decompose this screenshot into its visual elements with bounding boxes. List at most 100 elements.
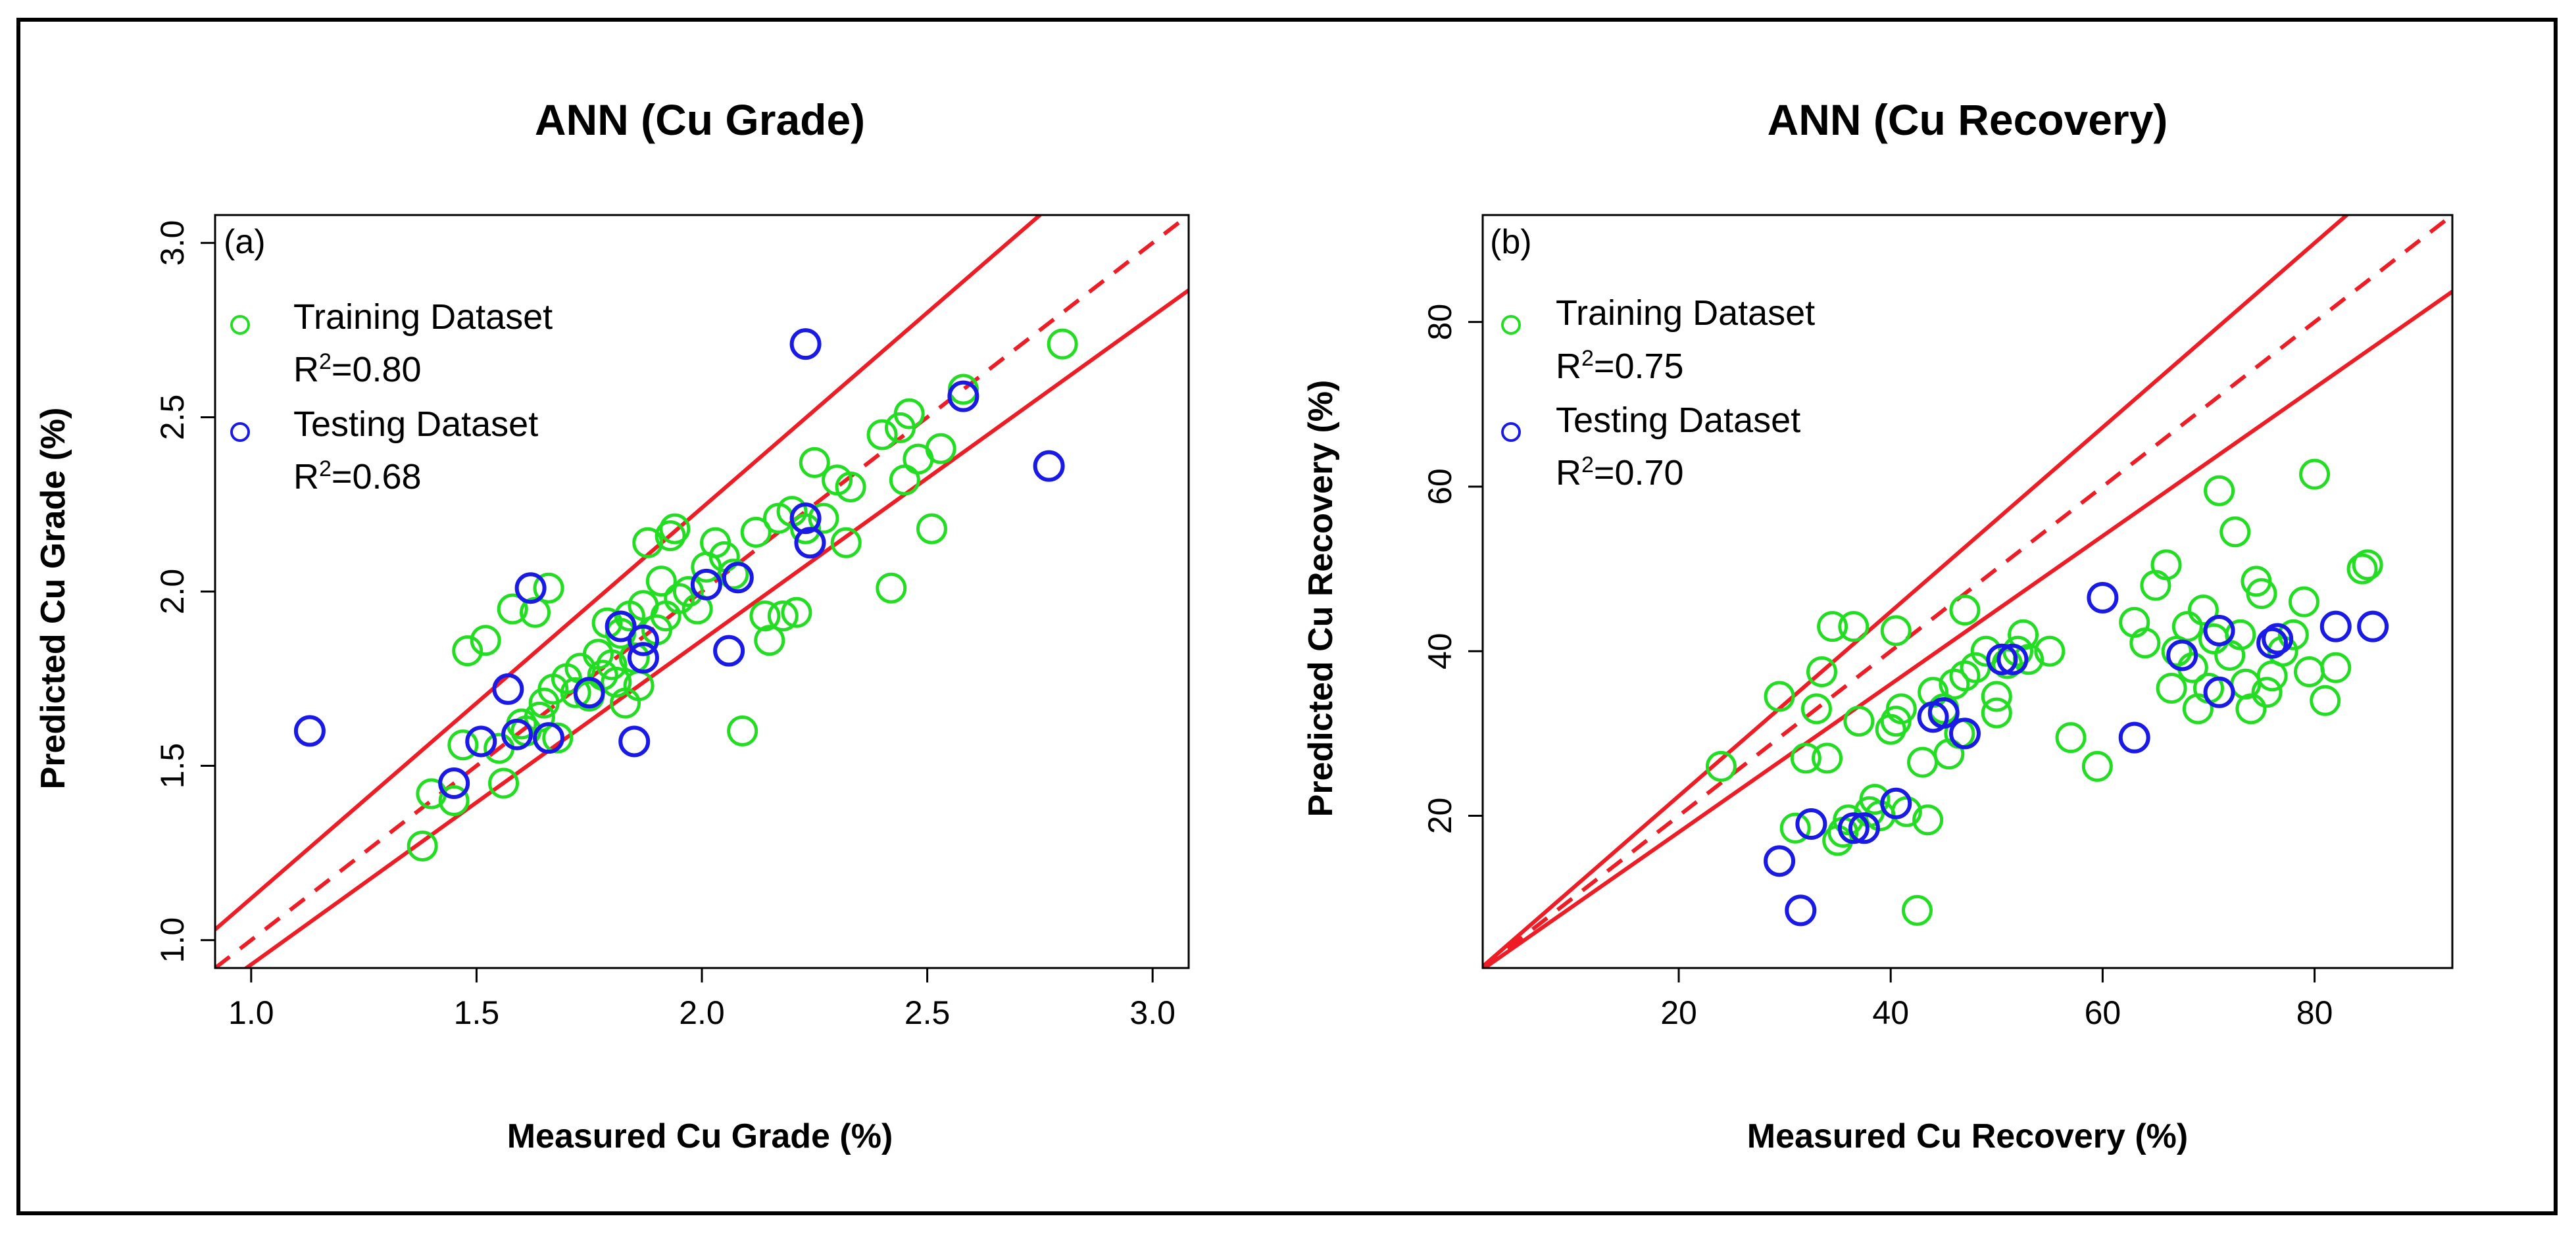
training-point: [1764, 681, 1795, 712]
training-point: [2055, 722, 2087, 754]
training-point: [519, 596, 551, 628]
training-point: [2129, 627, 2161, 659]
testing-point: [2203, 614, 2235, 646]
training-point: [560, 677, 591, 708]
training-point: [2246, 578, 2277, 610]
training-point: [497, 593, 528, 625]
testing-point: [573, 677, 605, 709]
training-point: [830, 527, 862, 558]
reference-line-lower: [1483, 289, 2452, 968]
testing-point: [293, 715, 326, 747]
figure-border: [16, 18, 2558, 1215]
training-point: [2034, 635, 2066, 667]
testing-point: [789, 502, 822, 535]
training-point: [1859, 783, 1891, 815]
legend-marker-training: [230, 315, 250, 335]
x-tick-label: 2.0: [679, 994, 725, 1031]
y-tick-label: 60: [1422, 468, 1458, 505]
training-point: [488, 767, 520, 799]
training-point: [1949, 594, 1981, 626]
training-point: [645, 566, 677, 597]
testing-point: [1795, 808, 1827, 840]
x-tick-label: 80: [2296, 994, 2333, 1031]
training-point: [1817, 611, 1848, 642]
testing-point: [501, 718, 533, 750]
training-point: [749, 600, 781, 632]
panel-a-y-axis-label: Predicted Cu Grade (%): [34, 408, 72, 790]
training-point: [1949, 660, 1981, 692]
training-point: [740, 516, 772, 548]
testing-point: [2166, 639, 2198, 671]
testing-point: [1986, 643, 2018, 675]
legend-label-testing: Testing Dataset: [293, 404, 538, 444]
testing-point: [627, 642, 659, 674]
training-point: [2150, 549, 2182, 581]
y-tick-label: 1.5: [154, 743, 191, 789]
testing-point: [605, 610, 637, 642]
testing-point: [1927, 697, 1960, 729]
testing-point: [2256, 627, 2289, 659]
testing-point: [722, 562, 754, 594]
legend-marker-testing: [230, 422, 250, 442]
training-point: [866, 419, 898, 450]
testing-point: [2203, 676, 2235, 708]
training-point: [1885, 693, 1917, 725]
panel-a-tag: (a): [224, 223, 266, 261]
legend-r2-testing: R2=0.68: [293, 456, 422, 496]
panel-a-plot-frame: [214, 214, 1190, 969]
training-point: [596, 649, 628, 681]
legend-label-testing: Testing Dataset: [1556, 400, 1800, 440]
reference-line-one-to-one: [1483, 215, 2452, 968]
testing-point: [2087, 581, 2119, 614]
panel-b-legend: Training Dataset R2=0.75 Testing Dataset…: [1501, 293, 1815, 493]
reference-line-upper: [215, 215, 1043, 931]
training-point: [1912, 804, 1944, 836]
testing-point: [2262, 623, 2294, 655]
training-point: [542, 722, 574, 754]
x-tick-label: 20: [1660, 994, 1697, 1031]
training-point: [1981, 697, 2012, 729]
training-point: [1981, 681, 2012, 712]
y-tick-label: 40: [1422, 633, 1458, 669]
testing-point: [627, 624, 659, 656]
x-tick-label: 3.0: [1129, 994, 1176, 1031]
testing-point: [438, 767, 470, 800]
training-point: [916, 513, 947, 545]
training-point: [799, 447, 830, 478]
training-point: [672, 576, 704, 607]
training-point: [1901, 894, 1933, 926]
training-point: [2352, 549, 2383, 581]
legend-label-training: Training Dataset: [1556, 293, 1815, 333]
training-point: [1838, 611, 1870, 642]
panel-b-plot-frame: [1481, 214, 2454, 969]
training-point: [452, 635, 483, 667]
x-tick-label: 2.5: [904, 994, 951, 1031]
legend-r2-testing: R2=0.70: [1556, 452, 1684, 493]
testing-point: [492, 673, 524, 705]
testing-point: [1785, 894, 1817, 927]
testing-point: [2319, 610, 2352, 642]
reference-line-upper: [1483, 215, 2350, 968]
training-point: [893, 398, 925, 429]
y-tick-label: 2.5: [154, 395, 191, 441]
panel-b: ANN (Cu Recovery) Measured Cu Recovery (…: [1302, 95, 2454, 1155]
panel-a: ANN (Cu Grade) Measured Cu Grade (%) Pre…: [34, 95, 1190, 1155]
testing-point: [794, 527, 826, 559]
panel-a-legend: Training Dataset R2=0.80 Testing Dataset…: [230, 297, 553, 496]
testing-point: [618, 725, 651, 758]
training-point: [664, 583, 695, 614]
training-point: [524, 701, 555, 733]
testing-point: [789, 328, 822, 360]
training-point: [655, 520, 686, 552]
training-point: [2187, 594, 2219, 626]
y-tick-label: 80: [1422, 304, 1458, 341]
training-point: [925, 433, 956, 464]
testing-point: [465, 725, 497, 758]
legend-marker-training: [1501, 315, 1521, 335]
training-point: [2171, 611, 2203, 642]
training-point: [727, 715, 758, 747]
training-point: [754, 625, 785, 656]
training-point: [1812, 742, 1843, 774]
training-point: [2156, 673, 2187, 704]
